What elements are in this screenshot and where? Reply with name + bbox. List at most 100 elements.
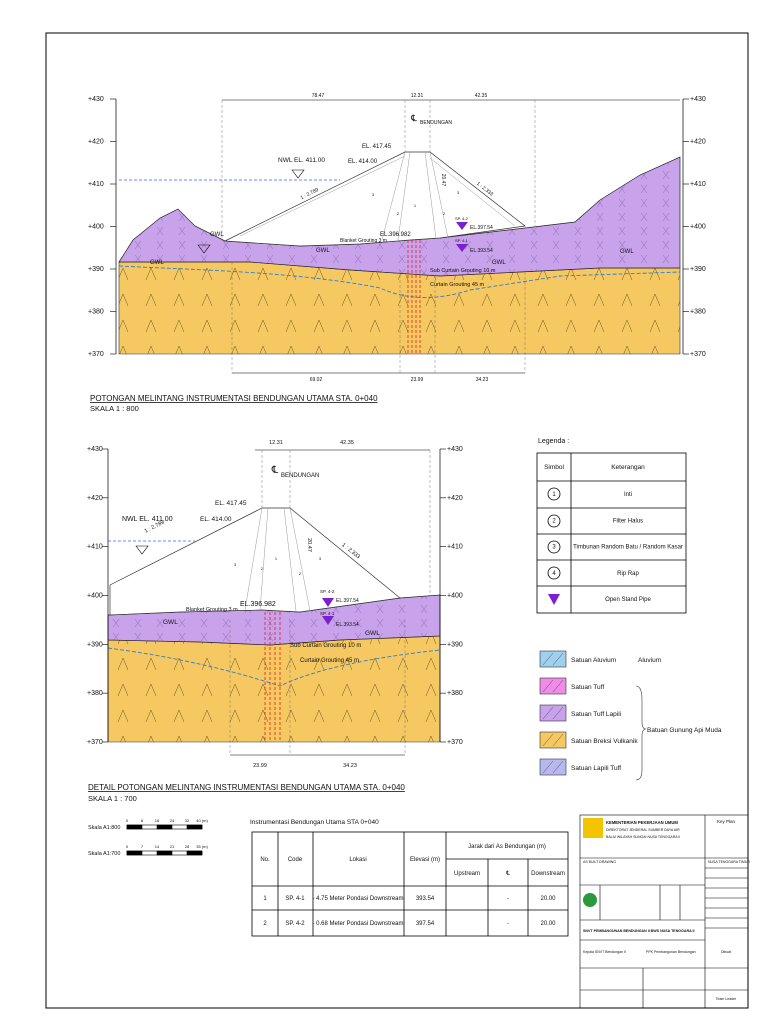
legend-swatches <box>539 650 647 781</box>
legend-header: Keterangan <box>611 464 645 471</box>
elevation-label: +400 <box>88 224 104 231</box>
gwl-label: GWL <box>365 630 380 637</box>
table-header: No. <box>260 857 270 863</box>
table-cell: SP. 4-2 <box>285 921 305 927</box>
elevation-label: +430 <box>690 96 706 103</box>
elevation-label: +380 <box>447 690 463 697</box>
table-header: ℄ <box>505 871 510 877</box>
logo <box>583 893 597 907</box>
stand-pipe-symbol <box>548 594 560 605</box>
table-header: Lokasi <box>349 857 366 863</box>
legend-text: Inti <box>624 492 632 498</box>
label: Key Plan <box>717 819 736 824</box>
table-title: Instrumentasi Bendungan Utama STA 0+040 <box>250 819 379 826</box>
legend-title: Legenda : <box>538 438 569 445</box>
dimension: 23.99 <box>253 763 267 769</box>
label: Dibuat <box>721 950 731 954</box>
gwl-label: GWL <box>316 248 330 254</box>
scale-label: Skala A1:800 <box>88 825 120 831</box>
label: BENDUNGAN <box>281 473 319 479</box>
table-header: Upstream <box>454 871 480 877</box>
label: EL.397.54 <box>336 598 359 604</box>
scale-label: Skala A1:700 <box>88 851 120 857</box>
legend-unit: Satuan Breksi Vulkanik <box>571 738 638 745</box>
elevation-label: +390 <box>88 266 104 273</box>
zone-number: 1 <box>275 556 278 561</box>
label: DIREKTORAT JENDERAL SUMBER DAYA AIR <box>606 828 680 832</box>
zone-number: 3 <box>234 562 237 567</box>
elevation-label: +370 <box>88 351 104 358</box>
zone-number: 3 <box>457 190 460 195</box>
label: ℄ <box>271 465 279 476</box>
label: EL. 414.00 <box>348 159 378 165</box>
table-cell: - 4.75 Meter Pondasi Downstream <box>312 896 403 902</box>
dimension: 78.47 <box>312 93 325 99</box>
table-cell: 1 <box>263 896 267 902</box>
label: SP. 4-2 <box>455 216 469 221</box>
label: Sub Curtain Grouting 10 m <box>430 268 496 274</box>
logo <box>583 818 603 838</box>
dimension: 12.31 <box>411 93 424 99</box>
label: EL. 417.45 <box>362 144 392 150</box>
elevation-label: +400 <box>447 592 463 599</box>
dimension: 12.31 <box>269 440 283 446</box>
table-cell: - <box>507 896 509 902</box>
gwl-label: GWL <box>620 249 634 255</box>
elevation-label: +370 <box>447 739 463 746</box>
label: Blanket Grouting 3 m <box>186 607 238 613</box>
scale-tick: 0 <box>126 818 129 823</box>
label: 20.47 <box>440 174 446 187</box>
legend-text: Timbunan Random Batu / Random Kasar <box>573 545 683 551</box>
zone-number: 2 <box>261 566 264 571</box>
label: 20.47 <box>306 538 312 552</box>
elevation-label: +430 <box>88 96 104 103</box>
legend-header: Simbol <box>544 464 564 471</box>
label: SP. 4-1 <box>320 611 335 616</box>
label: EL.397.54 <box>470 225 493 231</box>
dimension: 42.35 <box>475 93 488 99</box>
legend-number: 2 <box>552 518 556 524</box>
label: Curtain Grouting 45 m <box>300 658 359 664</box>
legend-text: Rip Rap <box>617 571 639 577</box>
sheet-border <box>45 32 749 1009</box>
label: NUSA TENGGARA TIMUR <box>708 860 750 864</box>
legend-unit: Satuan Lapili Tuff <box>571 765 621 772</box>
legend-frame <box>536 452 687 614</box>
label: BALAI WILAYAH SUNGAI NUSA TENGGARA II <box>606 835 680 839</box>
zone-number: 2 <box>443 211 446 216</box>
instrument-table-frame <box>251 831 569 937</box>
section-title: DETAIL POTONGAN MELINTANG INSTRUMENTASI … <box>88 783 405 792</box>
section-1-drawing <box>115 99 684 374</box>
scale-tick: 0 <box>126 844 129 849</box>
label: Team Leader <box>716 997 737 1001</box>
section-scale: SKALA 1 : 800 <box>90 404 139 413</box>
table-cell: - <box>507 921 509 927</box>
table-cell: 2 <box>263 921 267 927</box>
label: ℄ <box>410 113 417 123</box>
scale-tick: 24 <box>170 818 175 823</box>
legend-unit: Aluvium <box>638 657 661 664</box>
elevation-label: +430 <box>87 446 103 453</box>
legend-number: 1 <box>552 492 556 498</box>
elevation-label: +370 <box>87 739 103 746</box>
label: Sub Curtain Grouting 10 m <box>290 643 361 649</box>
gwl-label: GWL <box>210 232 224 238</box>
table-header: Downstream <box>531 871 565 877</box>
elevation-label: +410 <box>87 544 103 551</box>
zone-number: 3 <box>319 556 322 561</box>
dimension: 34.23 <box>476 377 489 383</box>
scale-tick: 28 <box>185 844 190 849</box>
scale-tick: 16 <box>155 818 160 823</box>
elevation-label: +390 <box>690 266 706 273</box>
elevation-label: +400 <box>690 224 706 231</box>
label: EL.396.982 <box>380 232 411 238</box>
label: Kepala SNVT Bendungan II <box>583 950 626 954</box>
label: NWL EL. 411.00 <box>278 157 325 164</box>
legend-text: Open Stand Pipe <box>605 597 651 603</box>
label: PPK Pembangunan Bendungan <box>646 950 696 954</box>
label: AS BUILT DRAWING <box>583 860 616 864</box>
table-cell: 20.00 <box>540 921 556 927</box>
label: EL. 414.00 <box>200 516 232 523</box>
